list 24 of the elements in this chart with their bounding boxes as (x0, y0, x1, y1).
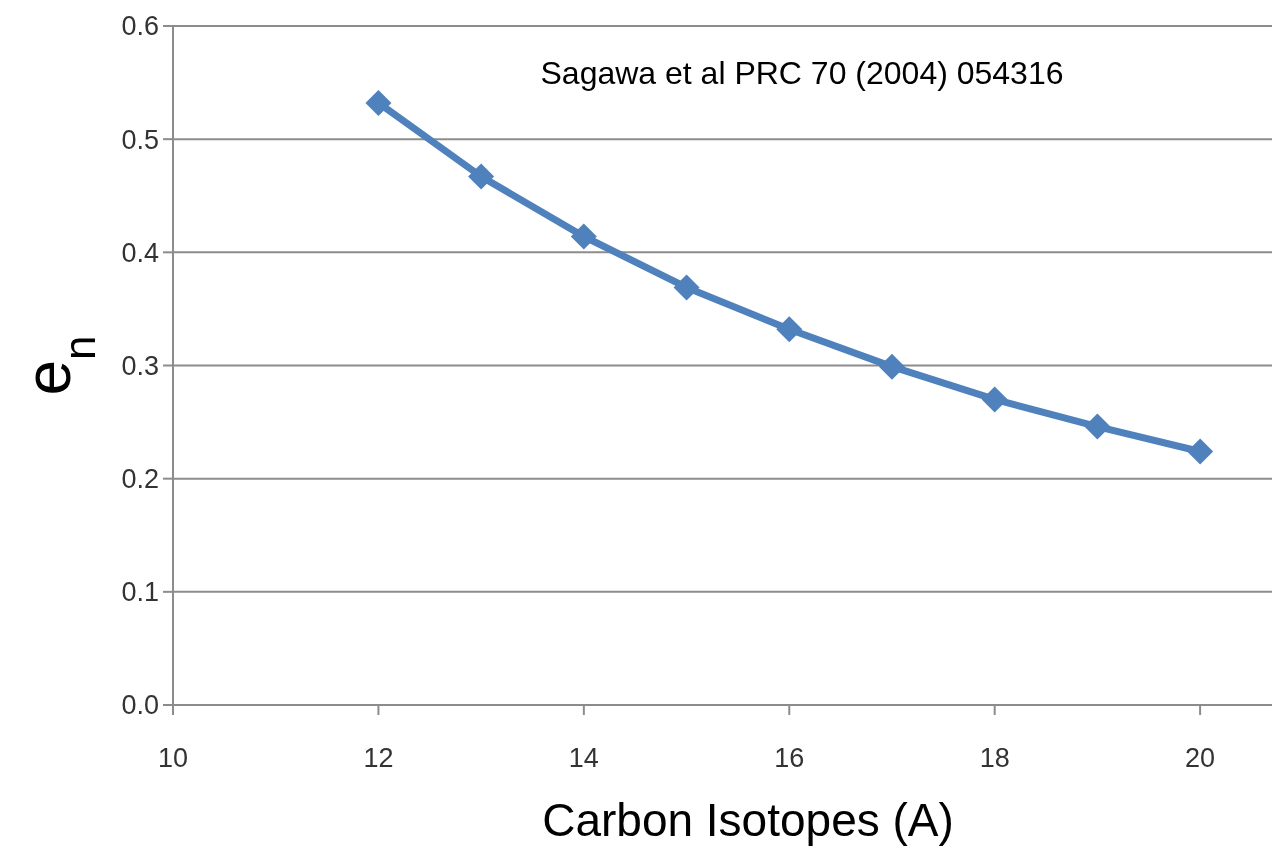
point (1084, 413, 1111, 440)
y-tick-label: 0.1 (121, 577, 159, 608)
y-tick-label: 0.6 (121, 11, 159, 42)
x-tick-label: 20 (1185, 743, 1216, 773)
x-tick-label: 16 (774, 743, 805, 773)
point (878, 353, 905, 380)
x-tick-label: 14 (568, 743, 599, 773)
point (365, 89, 392, 116)
y-tick-label: 0.4 (121, 237, 159, 268)
y-tick-label: 0.0 (121, 690, 159, 721)
x-tick-label: 18 (979, 743, 1010, 773)
x-axis-title: Carbon Isotopes (A) (542, 794, 954, 846)
point (776, 316, 803, 343)
x-tick-label: 12 (363, 743, 394, 773)
y-tick-label: 0.2 (121, 464, 159, 495)
y-tick-label: 0.3 (121, 350, 159, 381)
annotation: Sagawa et al PRC 70 (2004) 054316 (540, 55, 1064, 91)
point (981, 386, 1008, 413)
point (570, 223, 597, 250)
point (1187, 438, 1214, 465)
point (673, 274, 700, 301)
y-tick-label: 0.5 (121, 124, 159, 155)
x-tick-label: 10 (157, 743, 189, 773)
point (468, 163, 495, 190)
